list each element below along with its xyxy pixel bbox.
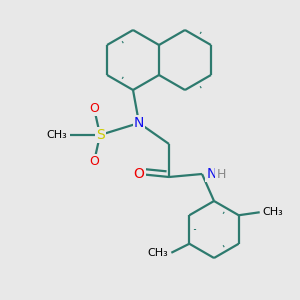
Text: CH₃: CH₃ [263, 207, 284, 217]
Text: O: O [134, 167, 145, 181]
Text: N: N [134, 116, 144, 130]
Text: O: O [89, 155, 99, 169]
Text: S: S [96, 128, 104, 142]
Text: CH₃: CH₃ [46, 130, 67, 140]
Text: H: H [216, 167, 226, 181]
Text: N: N [206, 167, 217, 181]
Text: O: O [89, 101, 99, 115]
Text: CH₃: CH₃ [148, 248, 168, 258]
